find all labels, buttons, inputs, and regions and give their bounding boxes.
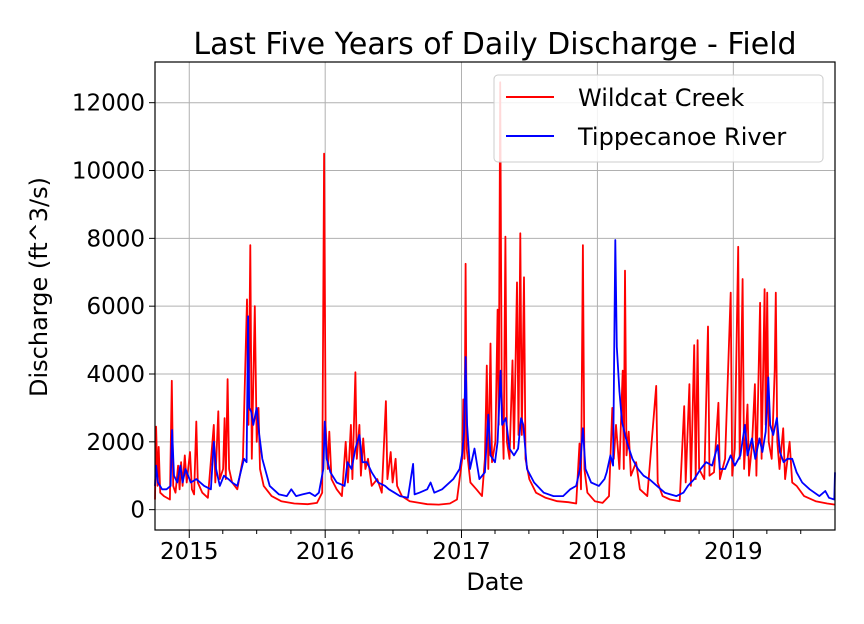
x-tick-label: 2016 bbox=[296, 539, 355, 565]
x-tick-label: 2015 bbox=[160, 539, 219, 565]
legend-box bbox=[493, 74, 824, 163]
y-tick-label: 8000 bbox=[86, 226, 145, 252]
legend-label: Wildcat Creek bbox=[578, 84, 744, 112]
y-tick-label: 4000 bbox=[86, 362, 145, 388]
y-tick-label: 10000 bbox=[72, 159, 145, 185]
x-tick-label: 2018 bbox=[568, 539, 627, 565]
chart-title: Last Five Years of Daily Discharge - Fie… bbox=[193, 27, 796, 62]
y-axis-ticks: 0 2000 4000 6000 8000 10000 12000 bbox=[72, 91, 155, 524]
x-tick-label: 2019 bbox=[704, 539, 763, 565]
y-tick-label: 12000 bbox=[72, 91, 145, 117]
legend: Wildcat Creek Tippecanoe River bbox=[493, 74, 824, 163]
legend-label: Tippecanoe River bbox=[577, 123, 786, 151]
x-tick-label: 2017 bbox=[432, 539, 491, 565]
y-tick-label: 0 bbox=[130, 498, 145, 524]
y-axis-label: Discharge (ft^3/s) bbox=[25, 177, 53, 397]
y-tick-label: 2000 bbox=[86, 430, 145, 456]
x-axis-ticks: 2015 2016 2017 2018 2019 bbox=[160, 530, 802, 565]
y-tick-label: 6000 bbox=[86, 294, 145, 320]
series-layer bbox=[154, 81, 836, 506]
series-line-tippecanoe-river bbox=[154, 239, 836, 501]
x-axis-label: Date bbox=[466, 568, 523, 596]
